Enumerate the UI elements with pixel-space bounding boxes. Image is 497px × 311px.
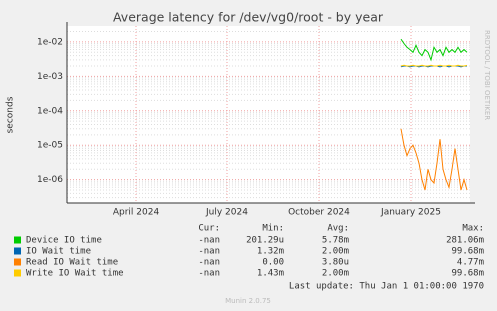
legend-swatch	[14, 269, 21, 277]
last-update: Last update: Thu Jan 1 01:00:00 1970	[289, 282, 484, 292]
chart-title: Average latency for /dev/vg0/root - by y…	[113, 10, 384, 25]
legend-header: Min:	[262, 224, 284, 234]
x-tick-label: July 2024	[205, 208, 248, 218]
legend-stat: -nan	[198, 269, 220, 279]
legend-swatch	[14, 258, 21, 266]
y-tick-label: 1e-03	[37, 72, 63, 82]
legend-stat: 2.00m	[322, 269, 349, 279]
legend-stat: -nan	[198, 258, 220, 268]
legend-stat: 0.00	[262, 258, 284, 268]
side-text: RRDTOOL / TOBI OETIKER	[483, 30, 491, 120]
legend-stat: 2.00m	[322, 247, 349, 257]
legend-stat: -nan	[198, 247, 220, 257]
legend-label: Read IO Wait time	[26, 258, 118, 268]
legend-stat: 99.68m	[451, 269, 484, 279]
legend-label: Device IO time	[26, 236, 102, 246]
footer: Munin 2.0.75	[225, 297, 271, 305]
x-tick-label: April 2024	[113, 208, 160, 218]
y-axis-label: seconds	[6, 96, 16, 133]
legend-stat: 5.78m	[322, 236, 349, 246]
legend-stat: 281.06m	[446, 236, 484, 246]
legend-header: Max:	[462, 224, 484, 234]
legend-header: Avg:	[327, 224, 349, 234]
legend-stat: 99.68m	[451, 247, 484, 257]
legend-swatch	[14, 247, 21, 255]
legend-stat: 201.29u	[246, 236, 284, 246]
y-tick-label: 1e-04	[37, 106, 63, 116]
legend-stat: 4.77m	[457, 258, 484, 268]
legend-stat: 3.80u	[322, 258, 349, 268]
y-tick-label: 1e-06	[37, 175, 63, 185]
legend-stat: 1.43m	[257, 269, 284, 279]
legend-swatch	[14, 236, 21, 244]
series-line	[400, 64, 468, 67]
legend-stat: -nan	[198, 236, 220, 246]
legend-label: Write IO Wait time	[26, 269, 124, 279]
legend-label: IO Wait time	[26, 247, 91, 257]
series-line	[400, 128, 468, 191]
x-tick-label: January 2025	[380, 208, 441, 218]
y-tick-label: 1e-05	[37, 141, 63, 151]
y-tick-label: 1e-02	[37, 37, 63, 47]
x-tick-label: October 2024	[288, 208, 350, 218]
legend-header: Cur:	[198, 224, 220, 234]
series-line	[400, 38, 468, 62]
legend-stat: 1.32m	[257, 247, 284, 257]
